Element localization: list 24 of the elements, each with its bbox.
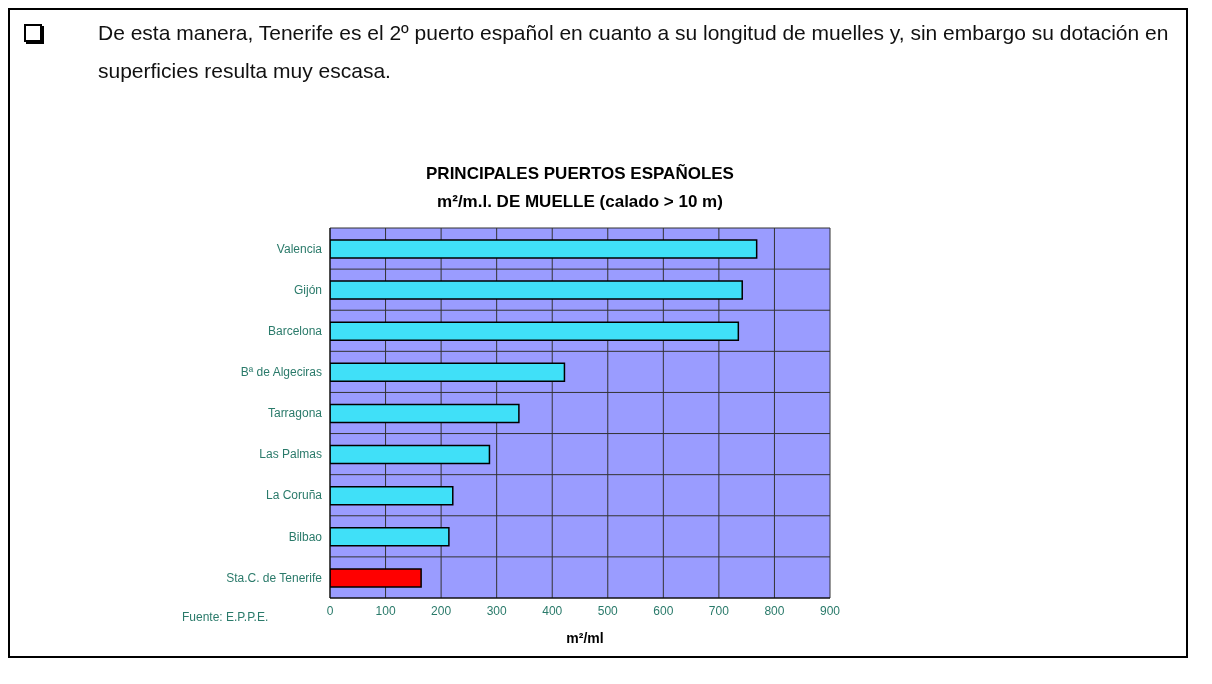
y-tick-label: Barcelona <box>267 324 323 339</box>
x-tick-label: 400 <box>542 603 563 618</box>
x-tick-label: 300 <box>486 603 507 618</box>
x-tick-label: 800 <box>764 603 785 618</box>
y-tick-label: Bª de Algeciras <box>240 365 322 380</box>
y-tick-label: Bilbao <box>288 529 323 544</box>
x-axis-title: m²/ml <box>565 630 605 646</box>
y-tick-label: Las Palmas <box>259 447 322 462</box>
y-tick-label: Sta.C. de Tenerife <box>226 570 323 585</box>
x-tick-label: 900 <box>819 603 841 618</box>
text: De esta manera, Tenerife es el 2º puerto español en cuanto a su longitud de muelles y, sin embargo su dotación en superficies resulta muy escasa. <box>98 20 1170 84</box>
source-note: Fuente: E.P.P.E. <box>182 610 269 624</box>
y-tick-label: La Coruña <box>265 488 323 503</box>
y-tick-label: Tarragona <box>267 406 323 421</box>
chart-subtitle: m²/m.l. DE MUELLE (calado > 10 m) <box>436 191 724 213</box>
x-tick-label: 100 <box>375 603 396 618</box>
y-tick-label: Valencia <box>276 241 323 256</box>
chart-title: PRINCIPALES PUERTOS ESPAÑOLES <box>425 163 735 185</box>
x-tick-label: 500 <box>597 603 619 618</box>
x-tick-label: 700 <box>708 603 730 618</box>
y-tick-label: Gijón <box>293 282 322 297</box>
x-tick-label: 0 <box>326 603 334 618</box>
x-tick-label: 600 <box>653 603 674 618</box>
x-tick-label: 200 <box>431 603 452 618</box>
